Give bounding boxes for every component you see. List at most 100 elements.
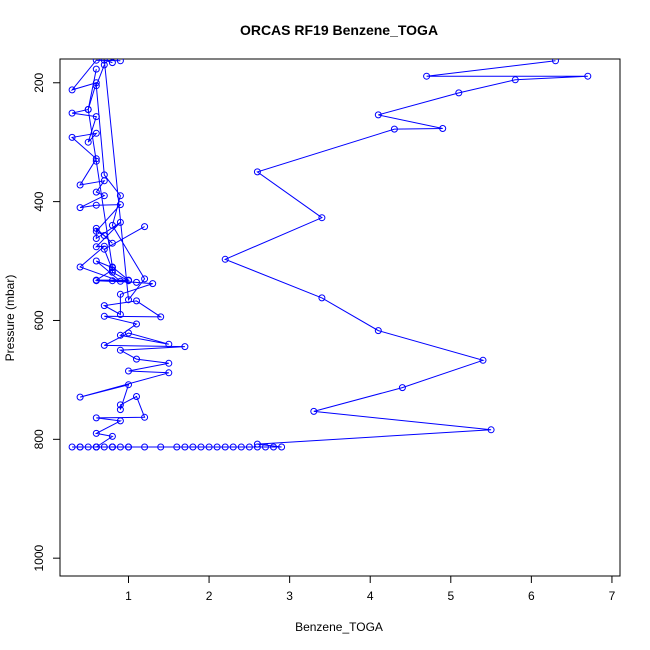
data-point — [116, 59, 124, 65]
data-point — [511, 76, 519, 84]
series-line-5 — [95, 59, 146, 301]
data-point — [100, 302, 108, 310]
data-point — [76, 443, 84, 451]
data-point — [100, 61, 108, 69]
x-tick-label: 7 — [609, 589, 616, 603]
x-axis-label: Benzene_TOGA — [295, 620, 383, 634]
data-point — [84, 138, 92, 146]
data-point — [157, 443, 165, 451]
data-point — [165, 369, 173, 377]
data-point — [197, 443, 205, 451]
x-tick-label: 2 — [206, 589, 213, 603]
data-point — [108, 263, 116, 271]
y-tick-label: 1000 — [32, 545, 46, 572]
data-point — [141, 413, 149, 421]
data-point — [479, 356, 487, 364]
data-point — [374, 327, 382, 335]
data-point — [181, 443, 189, 451]
data-point — [133, 297, 140, 305]
data-point — [374, 111, 382, 119]
y-tick-label: 600 — [32, 310, 46, 330]
data-point — [68, 443, 76, 451]
x-tick-label: 1 — [125, 589, 132, 603]
data-point — [92, 243, 100, 251]
data-point — [221, 443, 229, 451]
data-point — [141, 443, 149, 451]
data-point — [455, 89, 463, 97]
data-point — [100, 59, 108, 64]
data-point — [84, 106, 92, 113]
x-axis: 1 2 3 4 5 6 7 — [125, 575, 616, 603]
data-point — [100, 341, 108, 349]
data-point — [76, 204, 84, 212]
data-point — [92, 129, 100, 137]
data-point — [181, 343, 189, 351]
series-line-3 — [70, 59, 185, 448]
data-point — [76, 263, 84, 271]
data-point — [92, 65, 100, 73]
data-point — [141, 275, 149, 283]
data-point — [245, 443, 253, 451]
data-point — [92, 224, 100, 232]
data-point — [278, 443, 286, 451]
data-point — [165, 359, 173, 367]
data-point — [100, 171, 108, 179]
data-point — [92, 235, 100, 242]
data-point — [173, 443, 181, 451]
data-point — [68, 86, 76, 94]
data-point — [229, 443, 237, 451]
series-line-1 — [112, 60, 588, 448]
data-point — [318, 294, 326, 302]
data-point — [116, 290, 124, 298]
chart-title: ORCAS RF19 Benzene_TOGA — [240, 22, 438, 38]
data-point — [116, 443, 124, 451]
data-point — [92, 157, 100, 165]
x-tick-label: 6 — [528, 589, 535, 603]
data-point — [92, 59, 100, 64]
data-point — [157, 313, 165, 321]
data-point — [439, 125, 447, 132]
series-line-4 — [87, 69, 145, 281]
data-point — [108, 277, 116, 285]
data-point — [108, 443, 116, 451]
data-point — [253, 443, 261, 451]
data-point — [100, 245, 108, 253]
data-point — [221, 255, 229, 263]
data-point — [68, 109, 76, 117]
data-point — [253, 168, 261, 176]
y-tick-label: 800 — [32, 429, 46, 449]
data-point — [165, 340, 173, 348]
data-point — [92, 257, 100, 265]
data-point — [76, 181, 84, 189]
data-point — [125, 367, 132, 375]
data-point — [108, 59, 116, 67]
data-point — [116, 192, 124, 200]
data-point — [270, 443, 277, 451]
data-point — [125, 329, 132, 337]
data-point — [92, 414, 100, 422]
data-point — [76, 393, 84, 401]
data-point — [133, 320, 140, 328]
data-point — [133, 393, 140, 400]
data-point — [92, 429, 100, 437]
data-point — [84, 443, 92, 451]
data-point — [398, 384, 406, 392]
data-point — [318, 214, 326, 222]
data-point — [141, 223, 149, 231]
x-tick-label: 5 — [447, 589, 454, 603]
x-tick-label: 3 — [286, 589, 293, 603]
data-point — [149, 280, 157, 288]
data-point — [237, 443, 245, 451]
data-point — [92, 82, 100, 90]
data-point — [213, 443, 221, 451]
data-point — [125, 381, 132, 389]
data-point — [100, 312, 108, 320]
data-point — [108, 266, 116, 274]
x-tick-label: 4 — [367, 589, 374, 603]
data-point — [116, 346, 124, 354]
data-point — [116, 311, 124, 318]
data-point — [92, 276, 100, 284]
data-point — [189, 443, 197, 451]
data-point — [92, 188, 100, 196]
